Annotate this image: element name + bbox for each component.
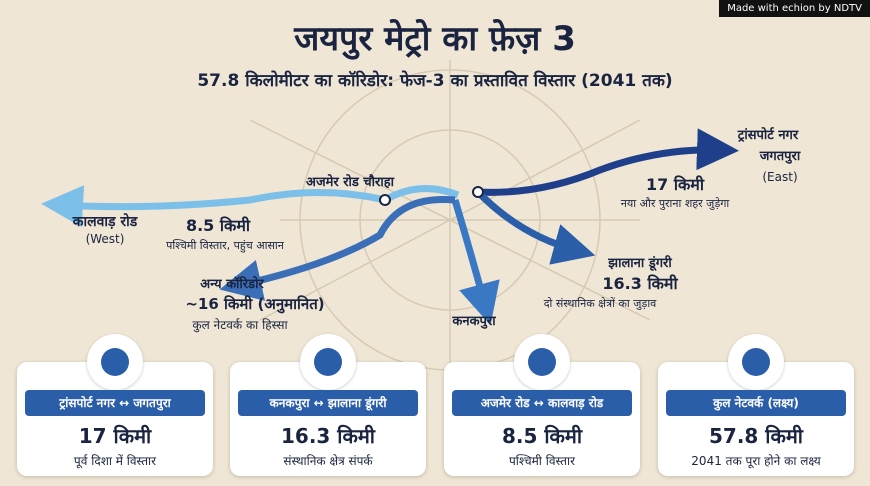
map-label: दो संस्थानिक क्षेत्रों का जुड़ाव — [543, 297, 657, 310]
info-card: कनकपुरा ↔ झालाना डूंगरी 16.3 किमी संस्थानि… — [230, 334, 426, 476]
map-label: कनकपुरा — [452, 314, 496, 329]
card-note: पश्चिमी विस्तार — [508, 454, 576, 468]
card-value: 16.3 किमी — [281, 424, 375, 448]
info-card: कुल नेटवर्क (लक्ष्य) 57.8 किमी 2041 तक पूर… — [658, 334, 854, 476]
info-card: अजमेर रोड ↔ कालवाड़ रोड 8.5 किमी पश्चिमी व… — [444, 334, 640, 476]
card-value: 17 किमी — [78, 424, 152, 448]
card-icon-glyph — [742, 348, 770, 376]
info-card: ट्रांसपोर्ट नगर ↔ जगतपुरा 17 किमी पूर्व दि… — [17, 334, 213, 476]
map-label: 17 किमी — [646, 175, 704, 194]
card-icon — [300, 334, 356, 390]
card-icon — [728, 334, 784, 390]
credit: Made with echion by NDTV — [719, 0, 870, 17]
map-label: पश्चिमी विस्तार, पहुंच आसान — [166, 239, 284, 252]
card-value: 8.5 किमी — [501, 424, 583, 448]
card-label: अजमेर रोड ↔ कालवाड़ रोड — [452, 390, 632, 416]
card-label: कनकपुरा ↔ झालाना डूंगरी — [238, 390, 418, 416]
card-icon-glyph — [314, 348, 342, 376]
card-note: संस्थानिक क्षेत्र संपर्क — [283, 454, 373, 468]
card-label: ट्रांसपोर्ट नगर ↔ जगतपुरा — [25, 390, 205, 416]
junction-marker — [472, 186, 484, 198]
west-line-link — [383, 185, 460, 204]
title: जयपुर मेट्रो का फ़ेज़ 3 — [294, 19, 576, 59]
map-label: 16.3 किमी — [602, 274, 678, 293]
card-value: 57.8 किमी — [709, 424, 803, 448]
subtitle: 57.8 किलोमीटर का कॉरिडोर: फेज-3 का प्रस्… — [197, 71, 673, 91]
map-label: अन्य कॉरिडोर — [200, 277, 264, 292]
map-label: ~16 किमी (अनुमानित) — [185, 295, 325, 313]
city-roads — [249, 60, 651, 380]
southeast-line — [475, 189, 596, 265]
map-label: (East) — [762, 170, 798, 184]
map-label: अजमेर रोड चौराहा — [306, 175, 394, 190]
map-label: जगतपुरा — [759, 149, 801, 164]
card-icon — [87, 334, 143, 390]
other-corridor-line — [219, 195, 456, 301]
map-label: ट्रांसपोर्ट नगर — [737, 128, 799, 143]
map-label: कुल नेटवर्क का हिस्सा — [192, 318, 288, 332]
map-label: नया और पुराना शहर जुड़ेगा — [620, 197, 730, 210]
card-note: 2041 तक पूरा होने का लक्ष्य — [691, 454, 821, 468]
card-label: कुल नेटवर्क (लक्ष्य) — [666, 390, 846, 416]
east-line — [477, 128, 739, 196]
south-line — [451, 198, 500, 326]
card-icon-glyph — [528, 348, 556, 376]
card-note: पूर्व दिशा में विस्तार — [73, 454, 157, 468]
card-icon-glyph — [101, 348, 129, 376]
map-label: (West) — [85, 232, 125, 246]
map-label: कालवाड़ रोड — [72, 214, 138, 230]
card-icon — [514, 334, 570, 390]
map-label: 8.5 किमी — [185, 216, 251, 235]
junction-marker — [379, 194, 391, 206]
west-line — [41, 185, 386, 228]
map-label: झालाना डूंगरी — [608, 256, 672, 271]
